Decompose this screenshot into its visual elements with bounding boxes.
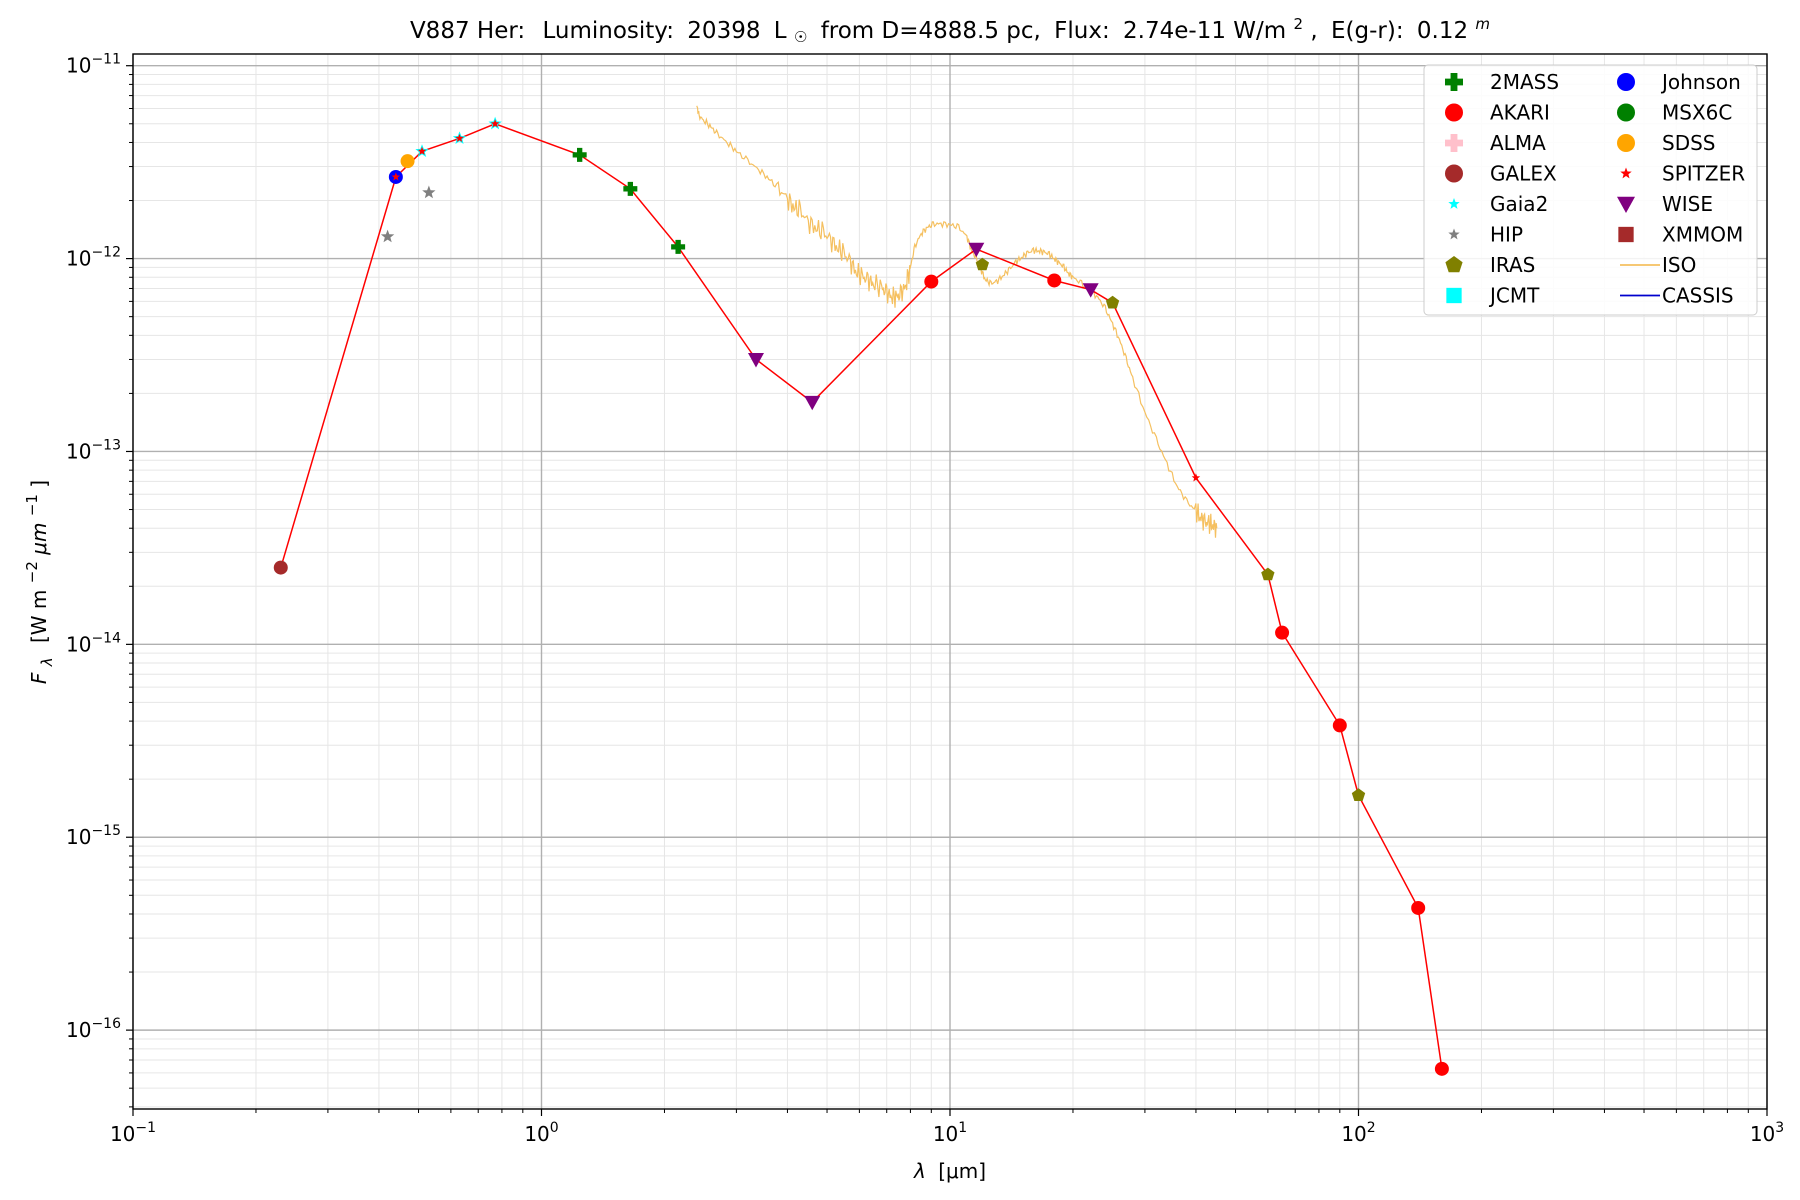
legend-label-iso: ISO [1662,253,1696,277]
legend-label-msx6c: MSX6C [1662,101,1732,125]
x-tick-label: 103 [1750,1120,1784,1146]
2mass-point [671,239,686,254]
akari-point [1332,718,1347,733]
legend-box [1423,64,1758,316]
legend: 2MASS AKARI ALMA GALEX Gaia2 HIP IRAS JCMT Johns… [1423,64,1758,316]
2mass-point [623,181,638,196]
axis-ticks: 10−1 100 101 102 103 10−16 10−15 10−14 10−13 10−1… [66,52,1784,1146]
spitzer-point [1191,473,1201,482]
legend-label-alma: ALMA [1490,131,1546,155]
legend-label-hip: HIP [1490,223,1523,247]
legend-marker-akari [1445,103,1463,122]
hip-point [380,229,395,243]
iso-spectrum-line [696,105,1218,538]
x-tick-label: 102 [1341,1120,1375,1146]
legend-marker-sdss [1617,134,1635,152]
wise-point [747,353,764,368]
legend-label-johnson: Johnson [1660,70,1741,94]
legend-label-xmmom: XMMOM [1662,223,1743,247]
galex-point [273,560,288,575]
legend-marker-alma [1445,134,1463,152]
y-tick-label: 10−16 [66,1016,121,1042]
legend-marker-spitzer [1620,167,1632,179]
legend-marker-xmmom [1618,226,1634,243]
iras-point [975,257,989,271]
akari-point [1434,1061,1449,1076]
wise-point [804,395,821,411]
akari-point [1047,273,1062,288]
legend-marker-2mass [1445,73,1463,91]
y-tick-label: 10−11 [66,52,121,78]
y-tick-label: 10−12 [66,245,121,271]
sdss-point [400,154,415,169]
2mass-point [572,147,587,162]
wise-point [968,242,985,258]
legend-marker-msx6c [1617,103,1635,122]
x-tick-label: 101 [933,1120,967,1146]
iras-point [1351,788,1366,801]
legend-marker-galex [1445,164,1463,183]
sed-line [280,122,1443,1069]
hip-point [422,185,436,199]
legend-marker-iras [1445,256,1463,273]
wise-point [1082,283,1099,298]
legend-label-jcmt: JCMT [1488,284,1540,308]
spitzer-point [391,172,401,181]
legend-label-wise: WISE [1662,192,1713,216]
iras-point [1261,567,1275,581]
iras-point [1105,295,1120,309]
grid [132,54,1768,1109]
akari-point [1411,900,1426,915]
y-axis-label: F λ [W m −2 μm −1 ] [18,480,57,684]
plot-data [273,105,1449,1076]
akari-point [924,274,939,289]
legend-marker-hip [1448,228,1460,240]
spitzer-point [455,133,464,142]
y-tick-label: 10−14 [66,630,121,656]
legend-label-gaia2: Gaia2 [1490,192,1548,216]
spitzer-point [417,146,427,155]
x-tick-label: 10−1 [110,1120,156,1146]
x-tick-label: 100 [524,1120,558,1146]
legend-marker-wise [1617,196,1635,213]
legend-label-cassis: CASSIS [1662,284,1734,308]
legend-label-sdss: SDSS [1662,131,1716,155]
y-tick-label: 10−15 [66,823,121,849]
spitzer-point [490,119,500,128]
legend-marker-jcmt [1446,287,1462,304]
legend-label-spitzer: SPITZER [1662,162,1745,186]
legend-label-2mass: 2MASS [1490,70,1559,94]
y-tick-label: 10−13 [66,437,121,463]
akari-point [1275,625,1290,640]
legend-marker-gaia2 [1448,198,1460,209]
legend-label-galex: GALEX [1490,162,1557,186]
legend-label-akari: AKARI [1490,101,1550,125]
x-axis-label: λ [μm] [913,1159,986,1183]
chart-title: V887 Her: Luminosity: 20398 L ☉ from D=4… [410,9,1490,48]
legend-marker-johnson [1617,73,1635,91]
legend-label-iras: IRAS [1490,253,1535,277]
